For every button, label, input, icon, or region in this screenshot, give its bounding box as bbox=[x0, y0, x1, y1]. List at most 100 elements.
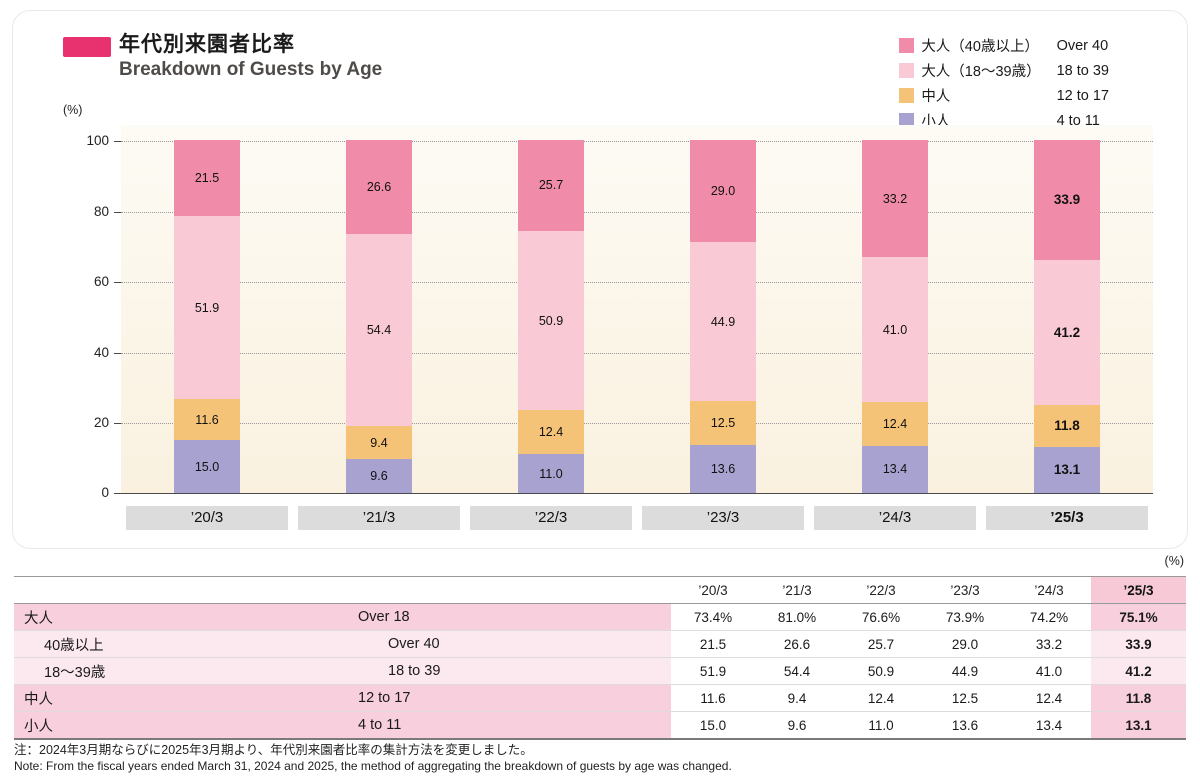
stacked-bar: 26.6 54.4 9.4 9.6 bbox=[346, 140, 412, 493]
y-axis-tick-label: 100 bbox=[86, 133, 109, 148]
table-row: 18〜39歳 18 to 39 51.9 54.4 50.9 44.9 41.0 41.2 bbox=[14, 657, 1186, 685]
note-english: Note: From the fiscal years ended March … bbox=[14, 759, 732, 773]
table-value-cell: 12.5 bbox=[923, 684, 1007, 712]
table-col-header: ’24/3 bbox=[1007, 576, 1091, 604]
legend-label-english: 4 to 11 bbox=[1056, 112, 1100, 129]
y-axis-tick bbox=[114, 423, 121, 425]
x-axis-label: ’21/3 bbox=[298, 506, 460, 530]
stacked-bar: 33.2 41.0 12.4 13.4 bbox=[862, 140, 928, 493]
row-label-english: 4 to 11 bbox=[330, 711, 671, 740]
plot-area: 21.5 51.9 11.6 15.0 26.6 54.4 9.4 9.6 25.7 50.9 12… bbox=[121, 125, 1153, 494]
bar-value-label: 9.6 bbox=[370, 469, 388, 484]
bar-segment: 54.4 bbox=[346, 233, 412, 426]
row-label-japanese: 小人 bbox=[14, 711, 330, 740]
row-label-english: 18 to 39 bbox=[330, 657, 671, 685]
bar-segment: 13.6 bbox=[690, 445, 756, 493]
stacked-bar: 33.9 41.2 11.8 13.1 bbox=[1034, 140, 1100, 493]
bar-segment: 33.2 bbox=[862, 140, 928, 258]
table-value-cell: 9.6 bbox=[755, 711, 839, 740]
bar-value-label: 12.5 bbox=[710, 415, 736, 430]
stacked-bar: 29.0 44.9 12.5 13.6 bbox=[690, 140, 756, 493]
bar-value-label: 41.0 bbox=[882, 322, 908, 337]
bar-value-label: 12.4 bbox=[538, 425, 564, 440]
table-value-cell: 33.9 bbox=[1091, 630, 1186, 658]
gridline-60 bbox=[121, 282, 1153, 284]
table-value-cell: 26.6 bbox=[755, 630, 839, 658]
bar-value-label: 33.2 bbox=[882, 191, 908, 206]
title-accent-swatch bbox=[63, 37, 111, 57]
bar-segment: 50.9 bbox=[518, 230, 584, 411]
table-value-cell: 12.4 bbox=[839, 684, 923, 712]
bar-segment: 29.0 bbox=[690, 140, 756, 243]
bar-segment: 41.0 bbox=[862, 257, 928, 402]
y-axis-tick bbox=[114, 282, 121, 284]
legend-color-swatch bbox=[899, 113, 915, 128]
table-value-cell: 11.0 bbox=[839, 711, 923, 740]
bar-value-label: 26.6 bbox=[366, 179, 392, 194]
table-unit-label: (%) bbox=[1164, 554, 1184, 568]
legend-item: 大人（18〜39歳） bbox=[899, 60, 1041, 81]
table-value-cell: 73.4% bbox=[671, 603, 755, 631]
bar-value-label: 12.4 bbox=[882, 416, 908, 431]
x-axis-label: ’20/3 bbox=[126, 506, 288, 530]
row-label-english: Over 40 bbox=[330, 630, 671, 658]
legend-label-english: 18 to 39 bbox=[1056, 62, 1109, 79]
row-label-english: Over 18 bbox=[330, 603, 671, 631]
bar-segment: 15.0 bbox=[174, 440, 240, 493]
bar-value-label: 11.6 bbox=[195, 412, 219, 427]
bar-value-label: 21.5 bbox=[194, 170, 220, 185]
table-value-cell: 13.1 bbox=[1091, 711, 1186, 740]
chart-titles: 年代別来園者比率 Breakdown of Guests by Age bbox=[119, 33, 382, 81]
y-axis-tick-label: 20 bbox=[93, 415, 109, 431]
table-row: 中人 12 to 17 11.6 9.4 12.4 12.5 12.4 11.8 bbox=[14, 684, 1186, 712]
y-axis-unit-label: (%) bbox=[63, 103, 83, 117]
bar-segment: 13.4 bbox=[862, 445, 928, 493]
bar-value-label: 29.0 bbox=[710, 184, 736, 199]
table-value-cell: 76.6% bbox=[839, 603, 923, 631]
bar-value-label: 13.1 bbox=[1053, 462, 1081, 478]
table-value-cell: 15.0 bbox=[671, 711, 755, 740]
bar-value-label: 15.0 bbox=[194, 459, 220, 474]
note-japanese: 注：2024年3月期ならびに2025年3月期より、年代別来園者比率の集計方法を変… bbox=[14, 743, 533, 757]
bar-value-label: 11.0 bbox=[539, 466, 563, 481]
row-label-japanese: 18〜39歳 bbox=[14, 657, 330, 685]
table-value-cell: 75.1% bbox=[1091, 603, 1186, 631]
table-row: 40歳以上 Over 40 21.5 26.6 25.7 29.0 33.2 33.9 bbox=[14, 630, 1186, 658]
table-col-header: ’23/3 bbox=[923, 576, 1007, 604]
table-value-cell: 12.4 bbox=[1007, 684, 1091, 712]
table-header-empty-ja bbox=[14, 576, 330, 604]
y-axis-tick-label: 40 bbox=[93, 344, 109, 360]
bar-value-label: 25.7 bbox=[538, 178, 564, 193]
bar-segment: 12.5 bbox=[690, 400, 756, 445]
chart-title-japanese: 年代別来園者比率 bbox=[119, 33, 295, 56]
x-axis-line bbox=[121, 493, 1153, 494]
bar-segment: 41.2 bbox=[1034, 259, 1100, 406]
legend-label-english: 12 to 17 bbox=[1056, 87, 1109, 104]
legend-label-english: Over 40 bbox=[1056, 37, 1109, 54]
table-value-cell: 25.7 bbox=[839, 630, 923, 658]
stacked-bar: 21.5 51.9 11.6 15.0 bbox=[174, 140, 240, 493]
x-axis-label: ’23/3 bbox=[642, 506, 804, 530]
bar-value-label: 13.6 bbox=[710, 462, 736, 476]
table-value-cell: 11.6 bbox=[671, 684, 755, 712]
legend-label-japanese: 中人 bbox=[921, 89, 951, 105]
table-value-cell: 81.0% bbox=[755, 603, 839, 631]
table-header-empty-en bbox=[330, 576, 671, 604]
bar-value-label: 51.9 bbox=[194, 300, 220, 315]
bar-value-label: 9.4 bbox=[370, 435, 388, 450]
bar-value-label: 33.9 bbox=[1053, 192, 1081, 208]
y-axis-tick bbox=[114, 493, 121, 494]
bar-value-label: 50.9 bbox=[538, 313, 564, 328]
x-axis-label: ’25/3 bbox=[986, 506, 1148, 530]
table-value-cell: 41.0 bbox=[1007, 657, 1091, 685]
legend-color-swatch bbox=[899, 88, 915, 103]
table-row: 小人 4 to 11 15.0 9.6 11.0 13.6 13.4 13.1 bbox=[14, 711, 1186, 740]
bar-segment: 26.6 bbox=[346, 140, 412, 234]
y-axis-tick bbox=[114, 141, 121, 142]
legend-label-japanese: 大人（40歳以上） bbox=[921, 39, 1039, 55]
bar-segment: 33.9 bbox=[1034, 140, 1100, 260]
gridline-80 bbox=[121, 211, 1153, 213]
legend-color-swatch bbox=[899, 63, 915, 78]
row-label-japanese: 大人 bbox=[14, 603, 330, 631]
bar-segment: 12.4 bbox=[862, 401, 928, 446]
